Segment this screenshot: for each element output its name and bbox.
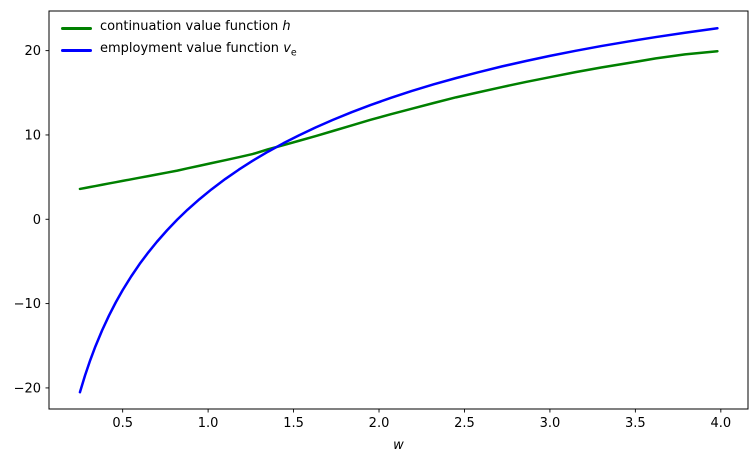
legend-label-h: continuation value function h: [100, 19, 291, 35]
legend-line-swatch-h: [61, 26, 92, 30]
x-tick-label: 1.5: [283, 416, 304, 431]
y-tick-label: −10: [14, 297, 41, 312]
line-employment-value-ve: [78, 27, 719, 394]
x-tick-label: 0.5: [112, 416, 133, 431]
x-tick-label: 4.0: [710, 416, 731, 431]
y-tick-label: −20: [14, 381, 41, 396]
x-tick-label: 3.0: [540, 416, 561, 431]
legend: continuation value function h employment…: [61, 17, 297, 61]
x-tick-label: 2.0: [369, 416, 390, 431]
x-tick-label: 1.0: [198, 416, 219, 431]
line-continuation-value-h: [78, 49, 719, 191]
legend-item-continuation-value: continuation value function h: [61, 17, 297, 39]
y-tick-label: 0: [33, 213, 41, 228]
x-tick-label: 3.5: [625, 416, 646, 431]
legend-line-swatch-ve: [61, 48, 92, 52]
y-tick-label: 20: [24, 44, 41, 59]
x-tick-label: 2.5: [454, 416, 475, 431]
legend-item-employment-value: employment value function ve: [61, 39, 297, 61]
legend-label-ve: employment value function ve: [100, 41, 297, 59]
x-axis-label: w: [393, 438, 404, 453]
y-tick-label: 10: [24, 128, 41, 143]
axes-frame: [48, 10, 749, 410]
